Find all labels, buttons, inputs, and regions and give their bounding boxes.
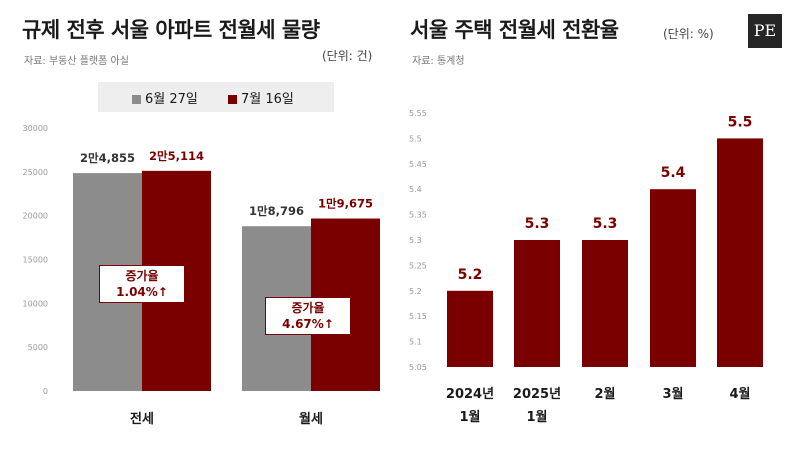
right-x-label-3: 3월	[662, 386, 683, 402]
right-y-tick-8: 5.45	[409, 160, 427, 169]
left-y-tick-5: 25000	[23, 168, 48, 177]
annotation-jeonse-value: 1.04%↑	[116, 285, 168, 299]
annotation-wolse-value: 4.67%↑	[282, 317, 334, 331]
right-x-label-0: 2024년 1월	[446, 387, 494, 425]
right-y-tick-3: 5.2	[409, 287, 422, 296]
right-bar-2	[582, 240, 628, 367]
right-chart-title: 서울 주택 전월세 전환율	[410, 18, 619, 42]
left-bar-label-1-0: 1만8,796	[249, 204, 304, 218]
right-bar-label-0: 5.2	[458, 267, 483, 283]
right-x-label-line: 2025년	[513, 387, 561, 402]
right-bar-1	[514, 240, 560, 367]
left-bar-label-0-0: 2만4,855	[80, 151, 135, 165]
right-bar-label-2: 5.3	[593, 216, 618, 232]
left-y-tick-2: 10000	[23, 299, 48, 308]
legend-swatch-july	[228, 95, 237, 104]
right-y-tick-7: 5.4	[409, 185, 422, 194]
right-chart-source: 자료: 통계청	[412, 56, 465, 67]
right-x-label-line: 2월	[594, 386, 615, 402]
annotation-wolse-label: 증가율	[291, 301, 325, 315]
right-x-label-1: 2025년 1월	[513, 387, 561, 425]
right-x-label-line: 4월	[729, 386, 750, 402]
right-x-label-line: 1월	[526, 409, 547, 425]
left-chart-unit: (단위: 건)	[322, 49, 373, 63]
left-y-tick-6: 30000	[23, 124, 48, 133]
left-chart-title: 규제 전후 서울 아파트 전월세 물량	[22, 18, 320, 42]
right-y-tick-6: 5.35	[409, 211, 427, 220]
right-x-label-line: 2024년	[446, 387, 494, 402]
right-chart-unit: (단위: %)	[663, 27, 714, 41]
legend-item-june: 6월 27일	[132, 88, 198, 107]
legend-item-july: 7월 16일	[228, 88, 294, 107]
right-y-tick-9: 5.5	[409, 134, 422, 143]
left-y-tick-3: 15000	[23, 256, 48, 265]
right-bar-label-3: 5.4	[661, 165, 686, 181]
left-y-tick-1: 5000	[28, 343, 48, 352]
right-y-tick-4: 5.25	[409, 261, 427, 270]
right-y-tick-5: 5.3	[409, 236, 422, 245]
left-chart-source: 자료: 부동산 플랫폼 아실	[24, 56, 129, 67]
legend-swatch-june	[132, 95, 141, 104]
legend-label-june: 6월 27일	[145, 92, 198, 107]
publisher-logo: PE	[748, 14, 782, 48]
right-x-label-line: 3월	[662, 386, 683, 402]
left-y-tick-4: 20000	[23, 212, 48, 221]
left-chart-legend: 6월 27일 7월 16일	[98, 82, 334, 112]
right-bar-label-1: 5.3	[525, 216, 550, 232]
annotation-jeonse-label: 증가율	[125, 269, 159, 283]
legend-label-july: 7월 16일	[241, 92, 294, 107]
right-y-tick-2: 5.15	[409, 312, 427, 321]
right-x-label-2: 2월	[594, 386, 615, 402]
right-bar-0	[447, 290, 493, 367]
annotation-jeonse-growth: 증가율 1.04%↑	[99, 265, 185, 303]
left-y-tick-0: 0	[43, 387, 48, 396]
right-bar-3	[650, 189, 696, 367]
right-x-label-line: 1월	[459, 409, 480, 425]
right-bar-label-4: 5.5	[728, 114, 753, 130]
right-y-tick-0: 5.05	[409, 363, 427, 372]
right-y-tick-1: 5.1	[409, 338, 422, 347]
annotation-wolse-growth: 증가율 4.67%↑	[265, 297, 351, 335]
left-x-label-1: 월세	[299, 411, 323, 427]
right-x-label-4: 4월	[729, 386, 750, 402]
left-bar-label-1-1: 1만9,675	[318, 197, 373, 211]
left-x-label-0: 전세	[130, 411, 154, 427]
left-bar-label-0-1: 2만5,114	[149, 149, 204, 163]
right-y-tick-10: 5.55	[409, 109, 427, 118]
right-bar-4	[717, 138, 763, 367]
